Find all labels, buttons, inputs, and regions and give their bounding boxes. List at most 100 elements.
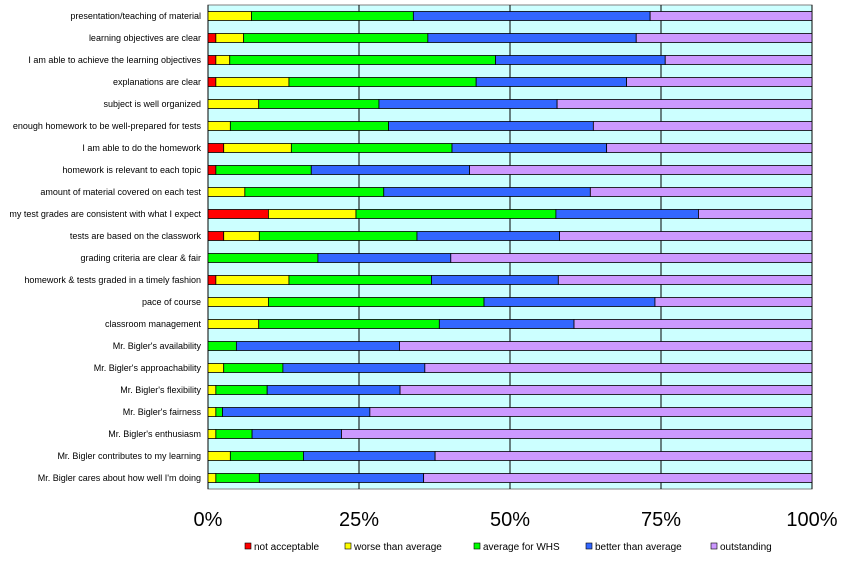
bar-segment	[258, 99, 380, 109]
x-tick-label: 0%	[194, 509, 223, 531]
bar-segment	[215, 407, 223, 417]
bar-segment	[223, 363, 284, 373]
bar-segment	[698, 209, 813, 219]
category-label: explanations are clear	[113, 77, 201, 87]
bar-segment	[310, 165, 470, 175]
bar-segment	[207, 231, 225, 241]
bar-segment	[341, 429, 813, 439]
bar-segment	[215, 55, 231, 65]
bar-segment	[427, 33, 637, 43]
bar-segment	[266, 385, 401, 395]
bar-segment	[555, 209, 699, 219]
bar-segment	[251, 429, 342, 439]
bar-segment	[592, 121, 813, 131]
bar-segment	[207, 385, 217, 395]
legend-swatch	[473, 542, 481, 550]
bar-segment	[383, 187, 591, 197]
bar-segment	[258, 473, 425, 483]
category-label: classroom management	[105, 319, 202, 329]
bar-segment	[388, 121, 594, 131]
bar-segment	[229, 55, 496, 65]
legend-swatch	[344, 542, 352, 550]
bar-segment	[559, 231, 813, 241]
bar-segment	[589, 187, 813, 197]
bar-segment	[207, 407, 217, 417]
bar-segment	[423, 473, 813, 483]
bar-segment	[215, 275, 290, 285]
bar-segment	[288, 77, 477, 87]
bar-segment	[267, 209, 357, 219]
bar-segment	[355, 209, 557, 219]
bar-segment	[243, 33, 429, 43]
bar-segment	[317, 253, 452, 263]
category-label: my test grades are consistent with what …	[9, 209, 201, 219]
bar-segment	[223, 231, 260, 241]
x-tick-label: 50%	[490, 509, 530, 531]
bar-segment	[207, 121, 231, 131]
category-label: tests are based on the classwork	[70, 231, 202, 241]
x-tick-label: 100%	[786, 509, 837, 531]
legend-label: outstanding	[720, 542, 772, 553]
bar-segment	[649, 11, 813, 21]
bar-segment	[369, 407, 813, 417]
bar-segment	[282, 363, 426, 373]
bar-segment	[207, 33, 217, 43]
category-label: pace of course	[142, 297, 201, 307]
x-tick-label: 25%	[339, 509, 379, 531]
legend-swatch	[710, 542, 718, 550]
category-label: I am able to achieve the learning object…	[28, 55, 201, 65]
bar-segment	[207, 429, 217, 439]
category-label: grading criteria are clear & fair	[80, 253, 201, 263]
bar-segment	[664, 55, 813, 65]
bar-segment	[215, 165, 312, 175]
bar-segment	[556, 99, 813, 109]
category-labels: presentation/teaching of material learnin…	[9, 11, 201, 483]
bar-segment	[207, 341, 237, 351]
category-label: enough homework to be well-prepared for …	[13, 121, 202, 131]
bar-segment	[229, 451, 304, 461]
bar-segment	[207, 165, 217, 175]
bar-segment	[431, 275, 559, 285]
category-label: Mr. Bigler's enthusiasm	[108, 429, 201, 439]
bar-segment	[207, 275, 217, 285]
bar-segment	[235, 341, 400, 351]
bar-segment	[215, 429, 253, 439]
bar-segment	[303, 451, 436, 461]
category-label: I am able to do the homework	[82, 143, 201, 153]
bar-segment	[207, 77, 217, 87]
bar-segment	[399, 385, 813, 395]
bars	[207, 11, 813, 483]
legend: not acceptable worse than average average …	[244, 542, 772, 553]
bar-segment	[207, 319, 260, 329]
bar-segment	[606, 143, 813, 153]
bar-segment	[416, 231, 560, 241]
category-label: presentation/teaching of material	[70, 11, 201, 21]
bar-segment	[635, 33, 813, 43]
bar-segment	[438, 319, 575, 329]
bar-segment	[258, 319, 440, 329]
category-label: subject is well organized	[103, 99, 201, 109]
category-label: Mr. Bigler's flexibility	[120, 385, 201, 395]
bar-segment	[626, 77, 813, 87]
category-label: Mr. Bigler cares about how well I'm doin…	[38, 473, 201, 483]
bar-segment	[215, 33, 245, 43]
bar-segment	[251, 11, 414, 21]
bar-segment	[469, 165, 813, 175]
bar-segment	[207, 297, 269, 307]
bar-segment	[290, 143, 453, 153]
category-label: learning objectives are clear	[89, 33, 201, 43]
bar-segment	[434, 451, 813, 461]
category-label: Mr. Bigler contributes to my learning	[57, 451, 201, 461]
bar-segment	[378, 99, 558, 109]
bar-segment	[483, 297, 656, 307]
category-label: homework & tests graded in a timely fash…	[24, 275, 201, 285]
bar-segment	[399, 341, 813, 351]
bar-segment	[207, 209, 269, 219]
bar-segment	[215, 385, 268, 395]
bar-segment	[288, 275, 432, 285]
bar-segment	[258, 231, 418, 241]
legend-swatch	[585, 542, 593, 550]
bar-segment	[223, 143, 292, 153]
legend-swatch	[244, 542, 252, 550]
bar-segment	[424, 363, 813, 373]
